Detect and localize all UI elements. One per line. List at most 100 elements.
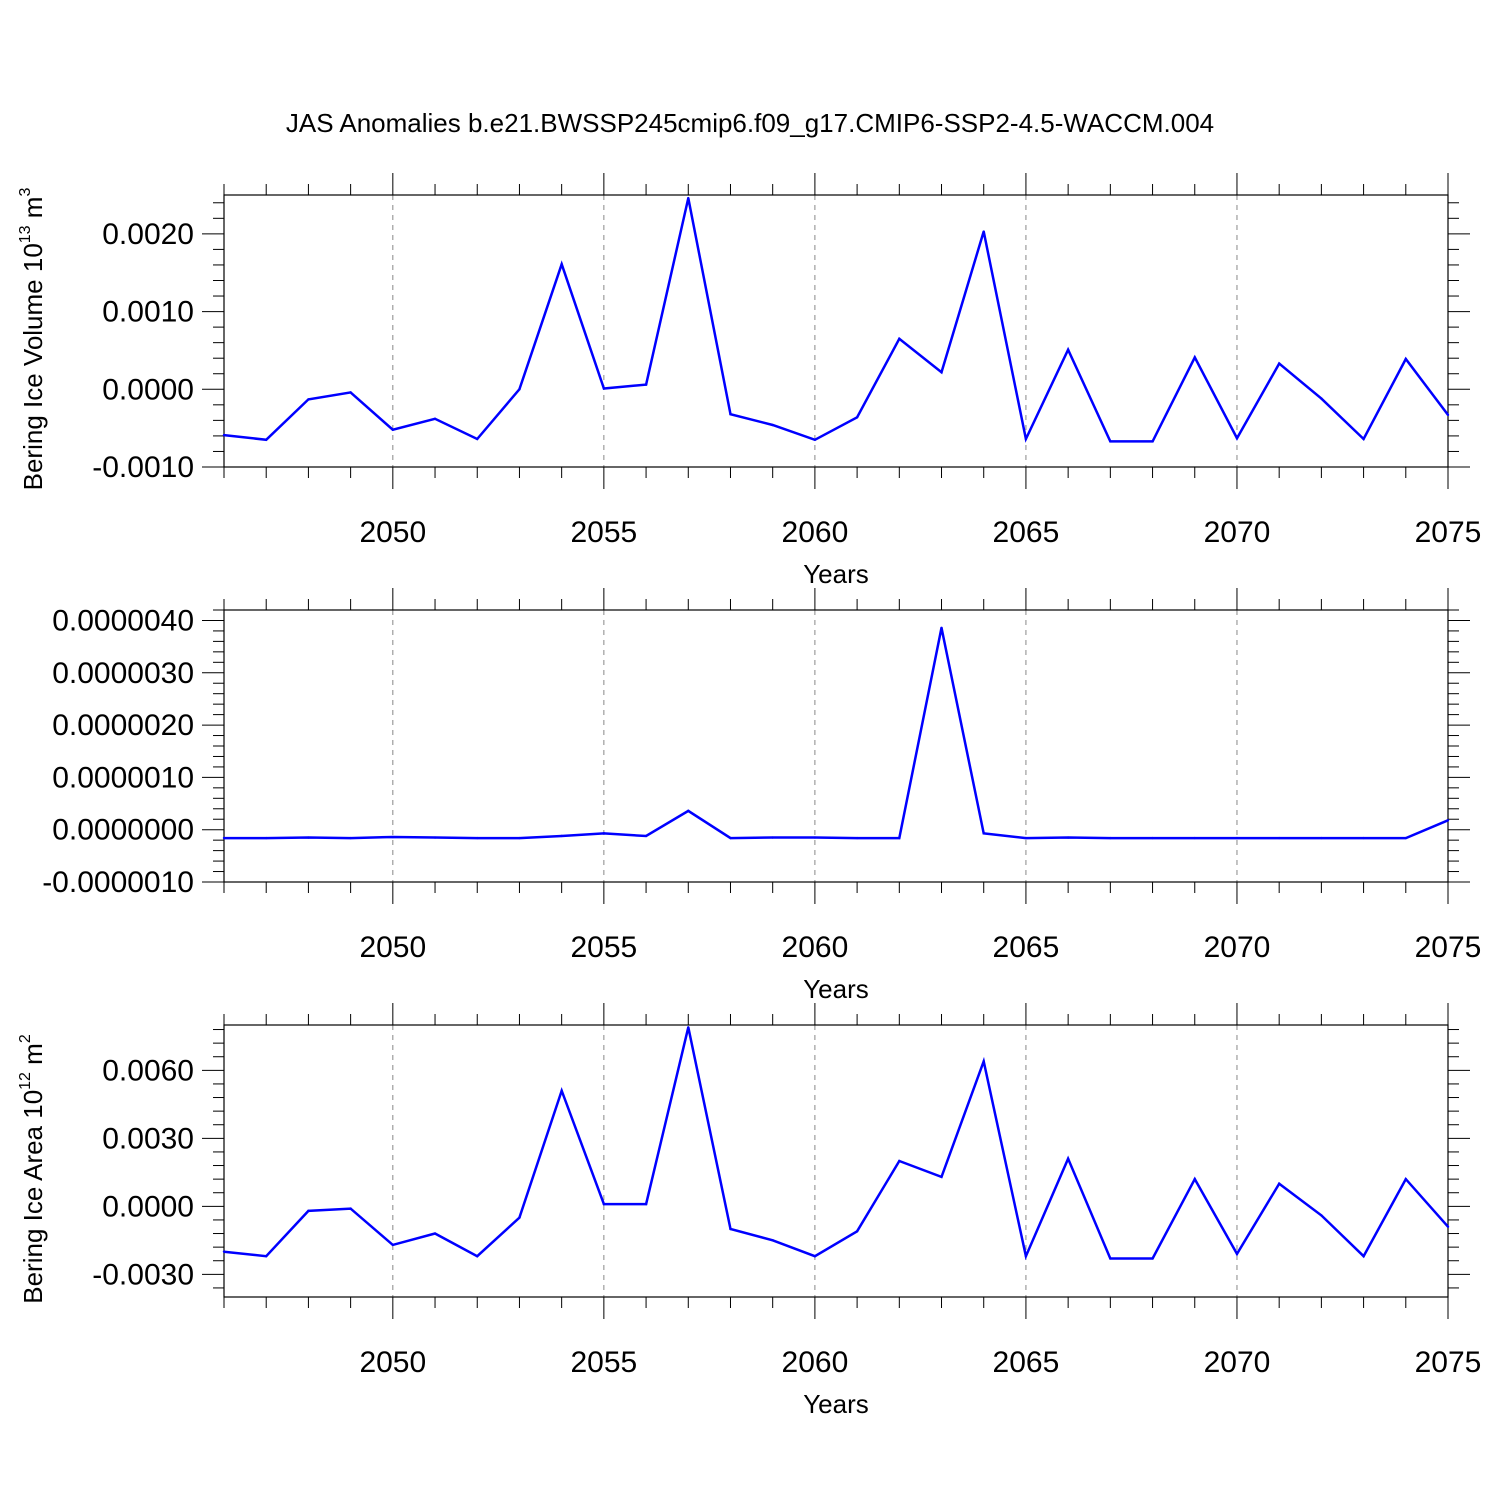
- data-point: [518, 836, 521, 840]
- x-tick-label: 2070: [1204, 516, 1271, 549]
- data-point: [560, 834, 563, 838]
- series-line: [223, 197, 1449, 443]
- x-tick-label: 2060: [782, 931, 849, 964]
- panel-unlabeled-series: -0.0000010 0.0000000 0.0000010 0.0000020 0.0…: [42, 588, 1481, 1004]
- plot-frame: [223, 194, 1449, 468]
- y-tick-label: 0.0000030: [52, 657, 194, 690]
- data-point: [433, 836, 437, 839]
- data-point: [1066, 348, 1070, 351]
- y-axis-label: Bering Ice Volume 1013 m3: [17, 188, 48, 491]
- data-point: [729, 836, 732, 840]
- data-point: [687, 1026, 690, 1029]
- series-line: [223, 1027, 1449, 1261]
- data-point: [602, 832, 606, 835]
- data-point: [433, 1232, 437, 1235]
- data-point: [1404, 357, 1407, 361]
- x-tick-label: 2065: [993, 931, 1060, 964]
- data-point: [1235, 1252, 1239, 1256]
- y-tick-label: 0.0000000: [52, 814, 194, 847]
- data-point: [940, 626, 943, 629]
- data-point: [349, 836, 352, 840]
- data-point: [1151, 1257, 1154, 1260]
- data-point: [602, 387, 606, 390]
- data-point: [560, 1089, 563, 1092]
- data-point: [1320, 836, 1323, 840]
- data-point: [771, 1239, 774, 1242]
- y-tick-label: 0.0010: [102, 296, 194, 329]
- panel-ice-area: -0.0030 0.0000 0.0030 0.0060 2050 2055 2060 206…: [17, 1003, 1481, 1419]
- data-point: [222, 433, 226, 437]
- y-tick-label: -0.0000010: [42, 866, 194, 899]
- data-point: [940, 370, 943, 374]
- data-point: [644, 383, 648, 386]
- data-point: [1320, 397, 1323, 400]
- data-point: [982, 1060, 985, 1063]
- data-point: [1446, 413, 1450, 417]
- data-point: [1024, 437, 1028, 441]
- data-point: [855, 836, 859, 840]
- data-point: [1446, 1225, 1450, 1228]
- data-point: [1362, 1255, 1365, 1258]
- data-point: [1151, 836, 1154, 840]
- x-tick-label: 2050: [359, 1346, 426, 1379]
- x-tick-label: 2065: [993, 1346, 1060, 1379]
- data-point: [729, 412, 732, 416]
- data-point: [1277, 836, 1281, 840]
- x-axis-label: Years: [803, 1389, 869, 1419]
- data-point: [1024, 1255, 1028, 1258]
- x-axis-label: Years: [803, 559, 869, 589]
- x-tick-label: 2060: [782, 516, 849, 549]
- data-point: [391, 428, 395, 431]
- series-line: [224, 627, 1449, 840]
- data-point: [1277, 362, 1281, 365]
- x-tick-label: 2055: [570, 1346, 637, 1379]
- data-point: [349, 391, 352, 394]
- data-point: [518, 1216, 521, 1219]
- y-tick-label: 0.0000: [102, 1190, 194, 1223]
- y-tick-label: 0.0000: [102, 373, 194, 406]
- x-tick-label: 2050: [359, 516, 426, 549]
- data-point: [1404, 1177, 1407, 1181]
- data-point: [1277, 1182, 1281, 1185]
- data-point: [1109, 836, 1112, 840]
- data-point: [813, 438, 817, 441]
- data-point: [898, 836, 901, 840]
- data-point: [1193, 356, 1196, 359]
- y-tick-label: 0.0000010: [52, 761, 194, 794]
- data-point: [476, 437, 479, 441]
- data-point: [1066, 1157, 1070, 1160]
- data-point: [982, 832, 985, 835]
- data-point: [265, 836, 268, 840]
- data-point: [265, 438, 268, 441]
- data-point: [1151, 440, 1154, 443]
- data-point: [813, 1255, 817, 1258]
- data-point: [518, 388, 521, 391]
- data-point: [687, 196, 690, 200]
- x-tick-label: 2055: [570, 931, 637, 964]
- y-tick-label: 0.0060: [102, 1054, 194, 1087]
- data-point: [1446, 819, 1450, 822]
- data-point: [1193, 1177, 1196, 1181]
- plot-frame: [223, 609, 1449, 883]
- data-point: [560, 262, 563, 266]
- x-tick-label: 2070: [1204, 931, 1271, 964]
- x-tick-label: 2065: [993, 516, 1060, 549]
- y-tick-label: 0.0020: [102, 218, 194, 251]
- panel-ice-volume: -0.0010 0.0000 0.0010 0.0020 2050 2055 2060 206…: [17, 173, 1481, 589]
- data-point: [855, 416, 859, 419]
- data-point: [644, 1202, 648, 1206]
- x-tick-label: 2055: [570, 516, 637, 549]
- data-point: [813, 836, 817, 839]
- y-axis-label: Bering Ice Area 1012 m2: [17, 1034, 48, 1304]
- data-point: [940, 1175, 943, 1179]
- data-point: [1024, 836, 1028, 840]
- data-point: [602, 1202, 606, 1206]
- y-tick-label: -0.0030: [92, 1258, 194, 1291]
- data-point: [898, 337, 901, 340]
- data-point: [307, 836, 310, 839]
- data-point: [222, 836, 226, 840]
- data-point: [771, 423, 774, 427]
- y-tick-label: 0.0000040: [52, 604, 194, 637]
- data-point: [222, 1250, 226, 1253]
